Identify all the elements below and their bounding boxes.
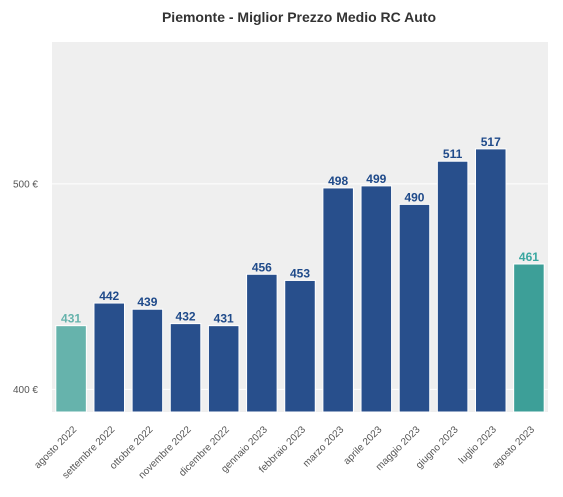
bar — [398, 203, 431, 413]
y-tick-label: 500 € — [13, 179, 38, 190]
bar — [169, 323, 202, 413]
bar — [207, 325, 240, 413]
bar — [436, 160, 469, 413]
data-label: 453 — [290, 266, 310, 280]
bar — [513, 263, 545, 413]
bar — [246, 273, 278, 413]
chart-title: Piemonte - Miglior Prezzo Medio RC Auto — [162, 9, 436, 25]
data-label: 456 — [252, 260, 272, 274]
data-label: 442 — [99, 289, 119, 303]
bar — [131, 308, 164, 413]
bars — [55, 148, 545, 413]
data-label: 499 — [366, 172, 386, 186]
data-labels: 431 442 439 432 431 456 453 498 499 490 511 517 461 — [61, 135, 539, 326]
data-label: 490 — [404, 190, 424, 204]
bar — [322, 187, 354, 413]
y-axis: 400 € 500 € — [13, 179, 38, 396]
data-label: 439 — [137, 295, 157, 309]
data-label: 517 — [481, 135, 501, 149]
data-label: 431 — [61, 312, 81, 326]
bar — [93, 302, 125, 413]
data-label: 511 — [443, 147, 463, 161]
bar — [475, 148, 507, 413]
data-label: 461 — [519, 250, 539, 264]
data-label: 431 — [214, 312, 234, 326]
bar — [55, 325, 87, 413]
bar — [360, 185, 393, 413]
y-tick-label: 400 € — [13, 385, 38, 396]
bar — [284, 279, 316, 413]
data-label: 498 — [328, 174, 348, 188]
data-label: 432 — [176, 310, 196, 324]
